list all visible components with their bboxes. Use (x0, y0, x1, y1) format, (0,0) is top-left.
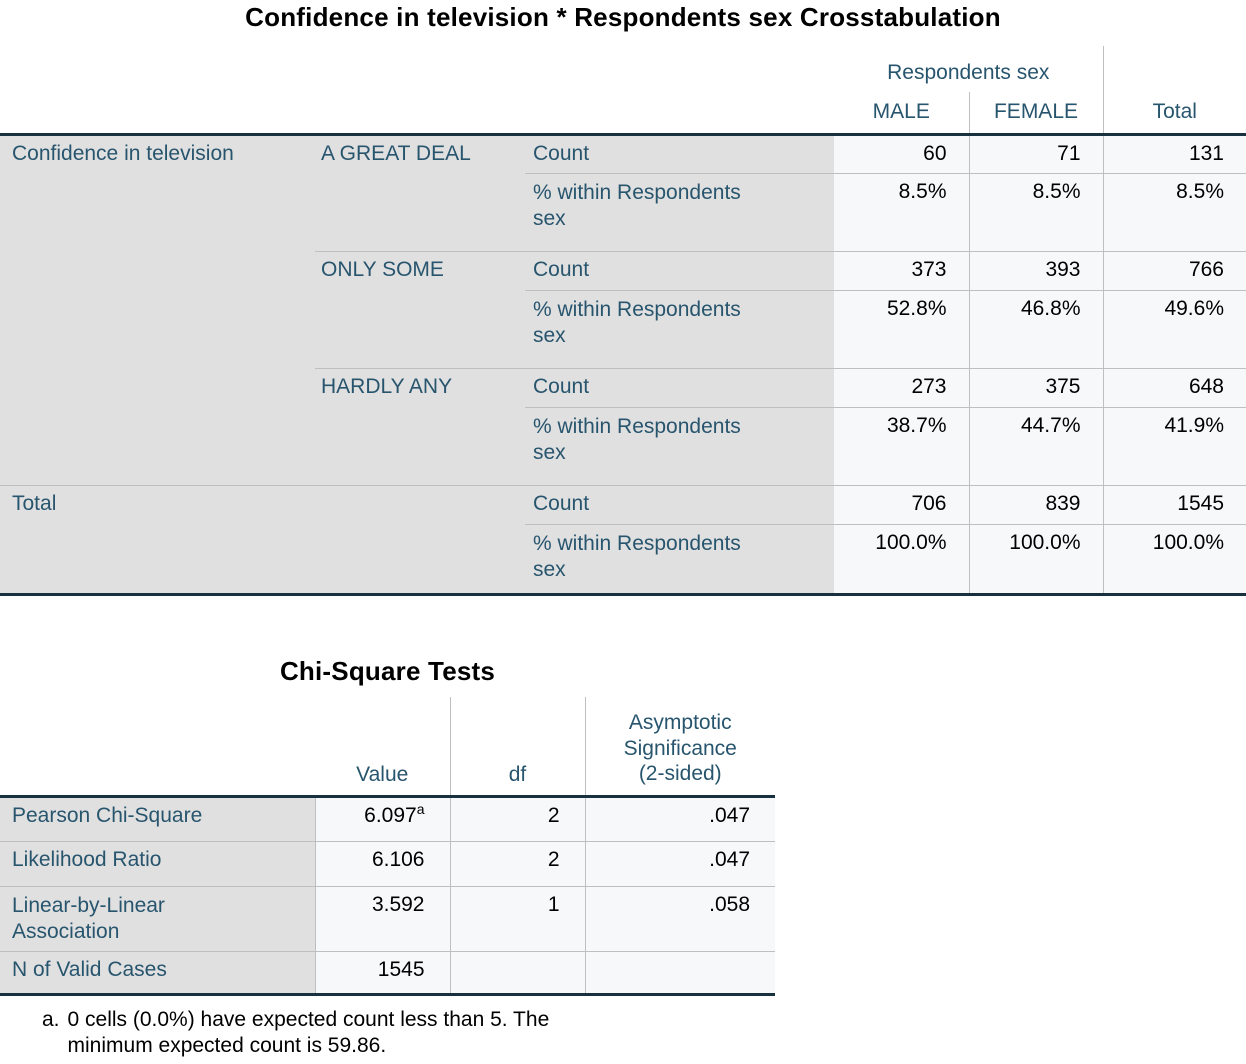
table-row: Pearson Chi-Square 6.097a 2 .047 (0, 796, 775, 842)
count-cell-total: 648 (1102, 368, 1246, 408)
table-footnote: a. 0 cells (0.0%) have expected count le… (42, 1007, 1246, 1060)
chi-value-cell: 6.097a (314, 796, 450, 842)
chi-row-label-linear: Linear-by-Linear Association (0, 886, 315, 952)
male-column-header: MALE (834, 92, 969, 136)
pct-cell-male: 38.7% (834, 407, 969, 486)
count-cell-total: 766 (1102, 251, 1246, 291)
count-cell-male: 60 (834, 134, 969, 174)
crosstab-header-row-cols: MALE FEMALE (0, 92, 1246, 136)
chi-value-text: 6.097 (364, 804, 417, 827)
stat-label-pct: % within Respondents sex (525, 173, 834, 252)
stat-label-pct: % within Respondents sex (525, 407, 834, 486)
crosstab-title: Confidence in television * Respondents s… (245, 2, 1001, 32)
stat-label-count: Count (525, 485, 834, 525)
chi-value-cell: 6.106 (314, 841, 450, 887)
count-cell-female: 839 (968, 485, 1103, 525)
footnote-marker: a. (42, 1008, 60, 1031)
respondents-sex-group-header: Respondents sex (887, 61, 1050, 84)
stat-label-count: Count (525, 134, 834, 174)
stat-label-count: Count (525, 368, 834, 408)
chi-sig-cell: .058 (584, 886, 775, 952)
crosstab-table: Respondents sex Total MALE FEMALE Confid… (0, 46, 1246, 596)
chi-row-label-likelihood: Likelihood Ratio (0, 841, 315, 887)
count-cell-male: 273 (834, 368, 969, 408)
value-column-header: Value (315, 696, 450, 798)
table-row: % within Respondents sex 52.8% 46.8% 49.… (0, 290, 1246, 369)
category-label-hardly-any: HARDLY ANY (315, 368, 525, 486)
pct-cell-female: 100.0% (968, 524, 1103, 596)
footnote-text: 0 cells (0.0%) have expected count less … (67, 1008, 550, 1058)
chi-square-header-row: Value df Asymptotic Significance (2-side… (0, 696, 775, 798)
chi-value-text: 3.592 (371, 893, 425, 916)
stat-label-pct-text: % within Respondents sex (533, 297, 741, 347)
header-blank-cell (0, 46, 834, 92)
table-row: % within Respondents sex 38.7% 44.7% 41.… (0, 407, 1246, 486)
row-variable-label: Confidence in television (0, 134, 315, 486)
pct-cell-female: 46.8% (968, 290, 1103, 369)
table-row: % within Respondents sex 100.0% 100.0% 1… (0, 524, 1246, 596)
chi-sig-cell (584, 951, 775, 996)
chi-df-cell: 1 (449, 886, 585, 952)
table-row: % within Respondents sex 8.5% 8.5% 8.5% (0, 173, 1246, 252)
header-blank-cell (0, 696, 315, 798)
chi-row-label-linear-text: Linear-by-Linear Association (12, 894, 165, 944)
sig-column-header: Asymptotic Significance (2-sided) (584, 696, 775, 798)
chi-square-table: Value df Asymptotic Significance (2-side… (0, 696, 775, 996)
chi-df-cell: 2 (449, 841, 585, 887)
total-column-header: Total (1102, 46, 1246, 136)
count-cell-total: 1545 (1102, 485, 1246, 525)
stat-label-pct-text: % within Respondents sex (533, 180, 741, 230)
stat-label-pct: % within Respondents sex (525, 524, 834, 596)
total-row-label: Total (0, 485, 525, 596)
stat-label-pct-text: % within Respondents sex (533, 531, 741, 581)
table-row: Confidence in television A GREAT DEAL Co… (0, 134, 1246, 486)
table-row: Total Count 706 839 1545 (0, 485, 1246, 596)
table-row: HARDLY ANY Count 273 375 648 (0, 368, 1246, 486)
chi-value-text: 6.106 (371, 848, 425, 871)
female-column-header: FEMALE (968, 92, 1103, 136)
count-cell-male: 706 (834, 485, 969, 525)
crosstab-section: Confidence in television * Respondents s… (0, 2, 1246, 596)
table-row: N of Valid Cases 1545 (0, 951, 775, 996)
chi-value-cell: 3.592 (314, 886, 450, 952)
pct-cell-male: 8.5% (834, 173, 969, 252)
crosstab-header-row-group: Respondents sex Total (0, 46, 1246, 136)
count-cell-female: 393 (968, 251, 1103, 291)
stat-label-pct: % within Respondents sex (525, 290, 834, 369)
stat-label-pct-text: % within Respondents sex (533, 414, 741, 464)
chi-row-label-n-valid: N of Valid Cases (0, 951, 315, 996)
pct-cell-male: 100.0% (834, 524, 969, 596)
sig-column-header-text: Asymptotic Significance (2-sided) (623, 711, 737, 786)
pct-cell-total: 41.9% (1102, 407, 1246, 486)
chi-square-section: Chi-Square Tests Value df Asymptotic Sig… (0, 656, 1246, 1060)
chi-value-text: 1545 (377, 958, 425, 981)
table-row: Likelihood Ratio 6.106 2 .047 (0, 841, 775, 887)
pct-cell-total: 100.0% (1102, 524, 1246, 596)
chi-df-cell: 2 (449, 796, 585, 842)
chi-square-title: Chi-Square Tests (279, 655, 496, 686)
pct-cell-total: 49.6% (1102, 290, 1246, 369)
category-label-only-some: ONLY SOME (315, 251, 525, 369)
count-cell-total: 131 (1102, 134, 1246, 174)
chi-sig-cell: .047 (584, 796, 775, 842)
table-row: Linear-by-Linear Association 3.592 1 .05… (0, 886, 775, 952)
table-row: ONLY SOME Count 373 393 766 (0, 251, 1246, 369)
count-cell-female: 375 (968, 368, 1103, 408)
count-cell-male: 373 (834, 251, 969, 291)
chi-row-label-pearson: Pearson Chi-Square (0, 796, 315, 842)
count-cell-female: 71 (968, 134, 1103, 174)
header-blank-cell (0, 92, 834, 136)
footnote-superscript-a: a (416, 801, 425, 817)
chi-df-cell (449, 951, 585, 996)
pct-cell-female: 44.7% (968, 407, 1103, 486)
chi-value-cell: 1545 (314, 951, 450, 996)
pct-cell-male: 52.8% (834, 290, 969, 369)
pct-cell-female: 8.5% (968, 173, 1103, 252)
chi-sig-cell: .047 (584, 841, 775, 887)
df-column-header: df (449, 696, 585, 798)
stat-label-count: Count (525, 251, 834, 291)
pct-cell-total: 8.5% (1102, 173, 1246, 252)
category-label-a-great-deal: A GREAT DEAL (315, 134, 525, 252)
